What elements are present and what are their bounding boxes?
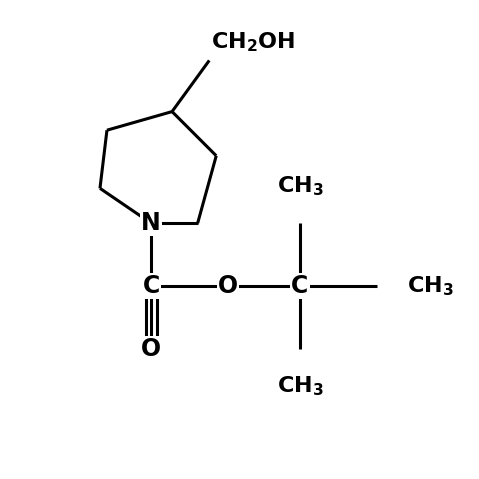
Text: C: C [291, 274, 308, 298]
Text: C: C [143, 274, 160, 298]
Text: $\mathregular{CH_3}$: $\mathregular{CH_3}$ [407, 274, 454, 298]
Text: O: O [141, 337, 161, 361]
Text: $\mathregular{CH_3}$: $\mathregular{CH_3}$ [277, 174, 323, 198]
Text: $\mathregular{CH_2OH}$: $\mathregular{CH_2OH}$ [211, 30, 296, 54]
Text: O: O [218, 274, 238, 298]
Text: N: N [141, 211, 161, 235]
Text: $\mathregular{CH_3}$: $\mathregular{CH_3}$ [277, 375, 323, 398]
